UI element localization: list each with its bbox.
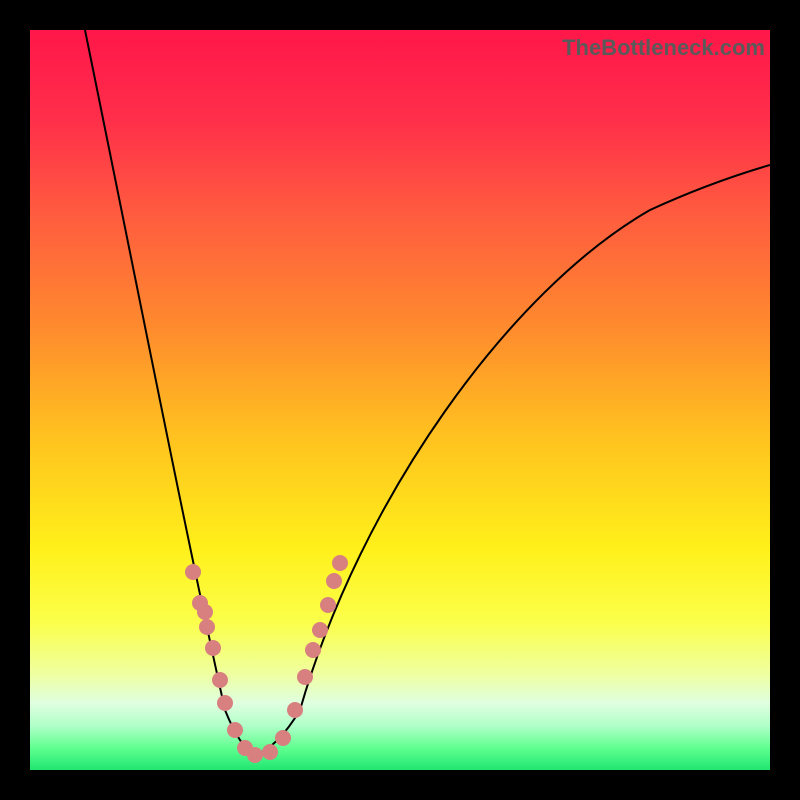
- scatter-point: [320, 597, 336, 613]
- scatter-point: [205, 640, 221, 656]
- scatter-point: [287, 702, 303, 718]
- scatter-point: [185, 564, 201, 580]
- scatter-point: [217, 695, 233, 711]
- scatter-point: [247, 747, 263, 763]
- scatter-point: [227, 722, 243, 738]
- scatter-point: [275, 730, 291, 746]
- plot-area: TheBottleneck.com: [30, 30, 770, 770]
- scatter-point: [297, 669, 313, 685]
- scatter-point: [305, 642, 321, 658]
- scatter-point: [212, 672, 228, 688]
- watermark-text: TheBottleneck.com: [562, 35, 765, 61]
- scatter-point: [312, 622, 328, 638]
- scatter-point: [199, 619, 215, 635]
- v-curve: [30, 30, 770, 770]
- scatter-point: [197, 604, 213, 620]
- scatter-point: [262, 744, 278, 760]
- chart-container: TheBottleneck.com: [0, 0, 800, 800]
- scatter-point: [332, 555, 348, 571]
- scatter-point: [326, 573, 342, 589]
